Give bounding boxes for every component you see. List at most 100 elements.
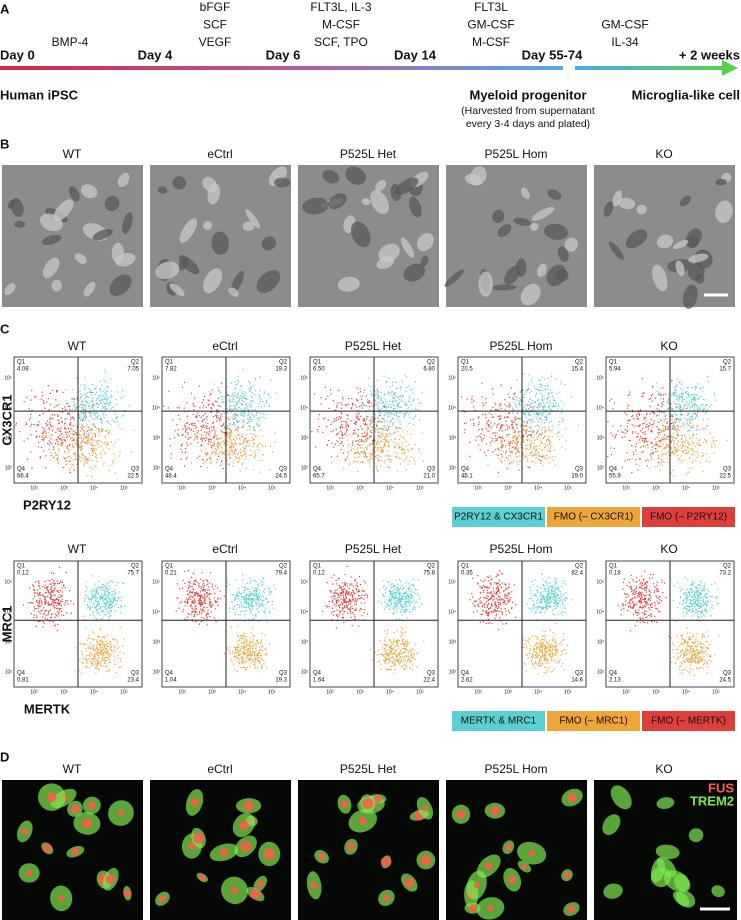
- event-dot: [87, 607, 88, 608]
- event-dot: [627, 430, 628, 431]
- event-dot: [260, 430, 261, 431]
- event-dot: [103, 413, 104, 414]
- event-dot: [231, 417, 232, 418]
- event-dot: [237, 454, 238, 455]
- event-dot: [367, 460, 368, 461]
- column-title: P525L Het: [340, 147, 397, 161]
- event-dot: [246, 456, 247, 457]
- event-dot: [673, 394, 674, 395]
- event-dot: [513, 438, 514, 439]
- event-dot: [58, 444, 59, 445]
- event-dot: [690, 397, 691, 398]
- event-dot: [110, 424, 111, 425]
- day-label: Day 4: [138, 47, 173, 62]
- event-dot: [328, 408, 329, 409]
- event-dot: [390, 460, 391, 461]
- event-dot: [703, 387, 704, 388]
- event-dot: [50, 609, 51, 610]
- event-dot: [58, 404, 59, 405]
- event-dot: [680, 426, 681, 427]
- event-dot: [552, 425, 553, 426]
- event-dot: [504, 425, 505, 426]
- event-dot: [114, 659, 115, 660]
- column-title: P525L Het: [345, 339, 402, 353]
- event-dot: [91, 445, 92, 446]
- event-dot: [48, 601, 49, 602]
- event-dot: [115, 664, 116, 665]
- event-dot: [44, 408, 45, 409]
- event-dot: [414, 460, 415, 461]
- event-dot: [501, 384, 502, 385]
- event-dot: [50, 442, 51, 443]
- event-dot: [661, 402, 662, 403]
- event-dot: [253, 469, 254, 470]
- event-dot: [369, 402, 370, 403]
- event-dot: [95, 596, 96, 597]
- event-dot: [658, 445, 659, 446]
- quadrant-name: Q3: [723, 467, 732, 473]
- event-dot: [218, 456, 219, 457]
- event-dot: [529, 467, 530, 468]
- event-dot: [695, 389, 696, 390]
- event-dot: [538, 436, 539, 437]
- tick-label: 10⁵: [300, 375, 308, 381]
- event-dot: [214, 451, 215, 452]
- event-dot: [203, 425, 204, 426]
- event-dot: [542, 390, 543, 391]
- event-dot: [239, 458, 240, 459]
- event-dot: [67, 448, 68, 449]
- event-dot: [75, 442, 76, 443]
- event-dot: [387, 406, 388, 407]
- event-dot: [529, 431, 530, 432]
- event-dot: [385, 407, 386, 408]
- event-dot: [405, 404, 406, 405]
- event-dot: [228, 428, 229, 429]
- event-dot: [493, 416, 494, 417]
- event-dot: [650, 454, 651, 455]
- event-dot: [392, 423, 393, 424]
- event-dot: [363, 392, 364, 393]
- event-dot: [375, 466, 376, 467]
- event-dot: [340, 427, 341, 428]
- event-dot: [117, 643, 118, 644]
- event-dot: [38, 621, 39, 622]
- quadrant-name: Q1: [17, 360, 26, 366]
- event-dot: [48, 613, 49, 614]
- event-dot: [683, 392, 684, 393]
- event-dot: [370, 458, 371, 459]
- event-dot: [83, 384, 84, 385]
- event-dot: [54, 595, 55, 596]
- event-dot: [227, 444, 228, 445]
- event-dot: [388, 455, 389, 456]
- event-dot: [223, 443, 224, 444]
- event-dot: [383, 402, 384, 403]
- event-dot: [418, 403, 419, 404]
- event-dot: [36, 436, 37, 437]
- event-dot: [216, 444, 217, 445]
- event-dot: [655, 451, 656, 452]
- event-dot: [341, 404, 342, 405]
- event-dot: [541, 429, 542, 430]
- event-dot: [247, 415, 248, 416]
- event-dot: [646, 413, 647, 414]
- event-dot: [364, 432, 365, 433]
- event-dot: [357, 449, 358, 450]
- event-dot: [509, 444, 510, 445]
- event-dot: [643, 438, 644, 439]
- event-dot: [79, 435, 80, 436]
- event-dot: [26, 424, 27, 425]
- event-dot: [410, 434, 411, 435]
- event-dot: [231, 396, 232, 397]
- event-dot: [644, 442, 645, 443]
- event-dot: [532, 382, 533, 383]
- event-dot: [184, 408, 185, 409]
- event-dot: [248, 405, 249, 406]
- event-dot: [239, 398, 240, 399]
- event-dot: [97, 441, 98, 442]
- factor: VEGF: [199, 35, 232, 49]
- event-dot: [105, 650, 106, 651]
- event-dot: [692, 427, 693, 428]
- event-dot: [197, 412, 198, 413]
- event-dot: [380, 421, 381, 422]
- event-dot: [551, 421, 552, 422]
